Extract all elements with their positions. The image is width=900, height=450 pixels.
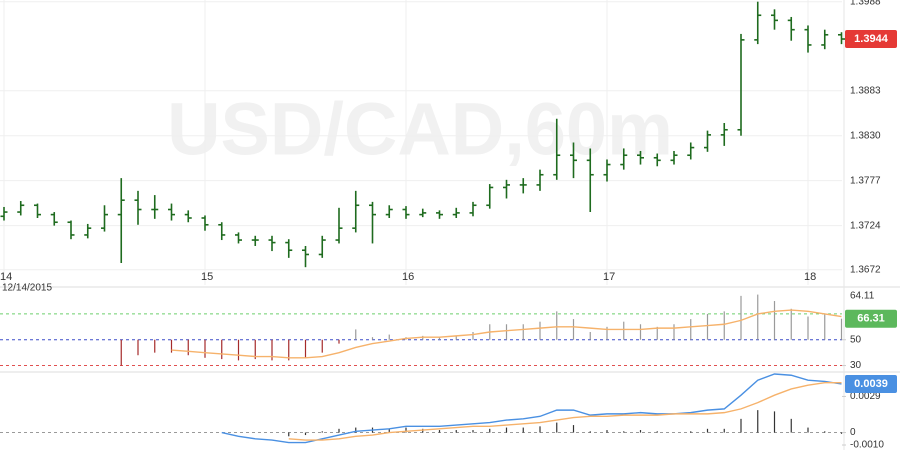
y-tick-label: 1.3672 (850, 264, 881, 275)
last-value-label: 0.0039 (854, 378, 888, 390)
y-tick-label: 1.3883 (850, 85, 881, 96)
last-value-box (845, 374, 897, 393)
y-tick-label: 0.0029 (850, 391, 881, 402)
y-tick-label: 1.3724 (850, 220, 881, 231)
last-price-label: 1.3944 (854, 33, 889, 45)
indicator-line (171, 309, 842, 359)
x-tick-label: 14 (0, 271, 12, 283)
x-tick-label: 17 (603, 271, 615, 283)
x-tick-label: 18 (804, 271, 816, 283)
x-tick-label: 15 (201, 271, 213, 283)
watermark: USD/CAD,60m (167, 88, 673, 171)
y-tick-label: -0.0010 (850, 440, 884, 450)
indicator-line (288, 382, 842, 441)
y-tick-label: 30 (850, 360, 862, 371)
last-value-label: 66.31 (857, 313, 885, 325)
y-tick-label: 50 (850, 334, 862, 345)
y-tick-label: 1.3777 (850, 175, 881, 186)
y-tick-label: 1.3830 (850, 130, 881, 141)
last-price-box (845, 30, 897, 49)
y-tick-label: 1.3988 (850, 0, 881, 7)
date-label: 12/14/2015 (2, 283, 52, 294)
indicator-line (221, 373, 842, 444)
x-tick-label: 16 (402, 271, 414, 283)
top-label: 64.11 (850, 291, 875, 302)
y-tick-label: 0 (850, 427, 856, 438)
last-value-box (845, 309, 897, 328)
